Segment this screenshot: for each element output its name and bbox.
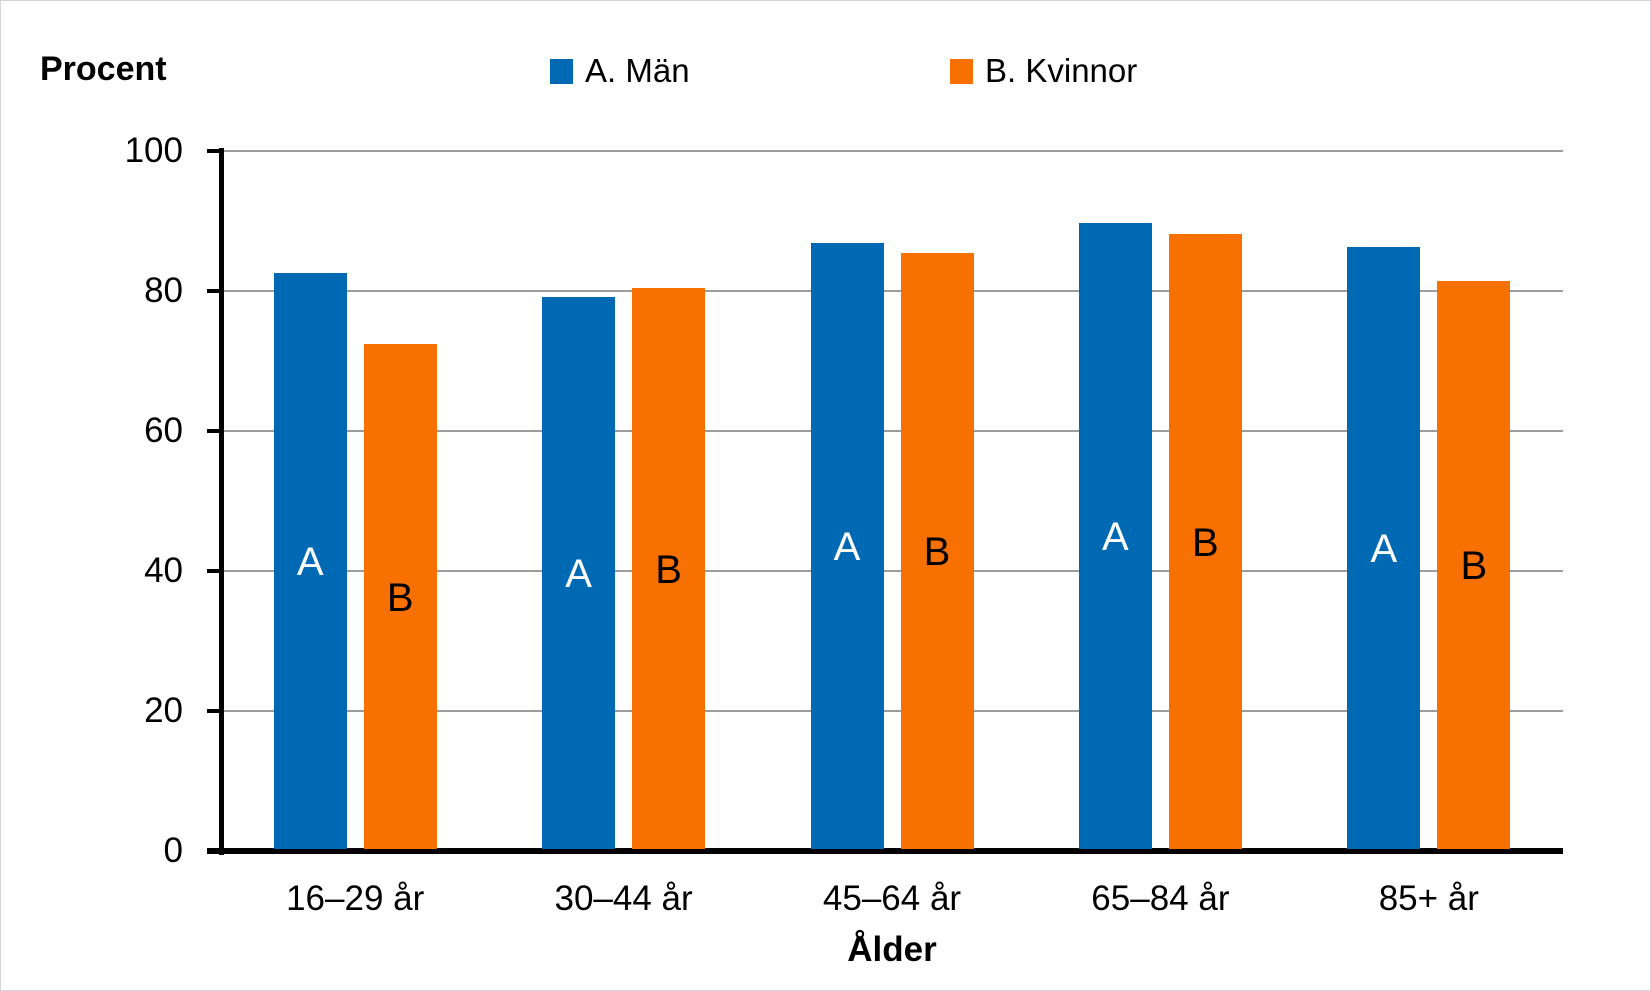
y-tick-label: 60 — [144, 411, 183, 450]
bar-a-cat2 — [810, 242, 884, 849]
legend-swatch-man — [550, 58, 573, 84]
bar-label-a-cat3: A — [1102, 515, 1129, 560]
y-tick-label: 20 — [144, 691, 183, 730]
bar-label-b-cat4: B — [1460, 544, 1488, 589]
y-tick-mark — [206, 149, 219, 153]
bar-label-a-cat0: A — [296, 539, 324, 584]
bar-b-cat3 — [1168, 234, 1242, 849]
gridline — [221, 290, 1563, 292]
bar-label-a-cat1: A — [565, 551, 592, 596]
gridline — [221, 710, 1563, 712]
bar-a-cat1 — [542, 296, 616, 849]
gridline — [221, 430, 1563, 432]
legend-item-man: A. Män — [550, 52, 690, 89]
gridline — [221, 570, 1563, 572]
bar-b-cat1 — [632, 288, 706, 849]
bar-label-a-cat4: A — [1370, 526, 1398, 571]
x-tick-label: 30–44 år — [554, 879, 693, 918]
bar-b-cat0 — [363, 344, 437, 849]
bar-b-cat4 — [1437, 281, 1511, 849]
x-tick-label: 16–29 år — [286, 879, 425, 918]
bar-a-cat4 — [1347, 246, 1421, 849]
y-tick-label: 100 — [124, 131, 183, 170]
x-axis-line — [206, 848, 1563, 854]
y-tick-label: 80 — [144, 271, 183, 310]
y-tick-mark — [206, 289, 219, 293]
legend-swatch-kvinnor — [950, 58, 973, 84]
x-axis-title: Ålder — [847, 930, 937, 969]
bar-label-b-cat2: B — [923, 530, 951, 575]
legend: A. Män B. Kvinnor — [0, 0, 1651, 110]
y-axis-line — [219, 148, 224, 855]
bar-a-cat0 — [273, 272, 347, 849]
gridline — [221, 150, 1563, 152]
legend-label-man: A. Män — [585, 52, 690, 89]
bar-label-b-cat0: B — [386, 575, 414, 620]
legend-label-kvinnor: B. Kvinnor — [985, 52, 1138, 89]
bar-label-a-cat2: A — [833, 524, 861, 569]
y-tick-mark — [206, 429, 219, 433]
bar-a-cat3 — [1078, 223, 1152, 849]
bar-label-b-cat3: B — [1192, 520, 1219, 565]
bar-label-b-cat1: B — [655, 547, 682, 592]
bar-b-cat2 — [900, 253, 974, 849]
x-tick-label: 45–64 år — [822, 879, 962, 918]
legend-item-kvinnor: B. Kvinnor — [950, 52, 1138, 89]
x-tick-label: 65–84 år — [1091, 879, 1230, 918]
y-axis-title: Procent — [40, 50, 167, 88]
y-tick-mark — [206, 709, 219, 713]
y-tick-mark — [206, 569, 219, 573]
x-tick-label: 85+ år — [1378, 879, 1479, 918]
y-tick-label: 0 — [163, 831, 183, 870]
y-tick-label: 40 — [144, 551, 183, 590]
